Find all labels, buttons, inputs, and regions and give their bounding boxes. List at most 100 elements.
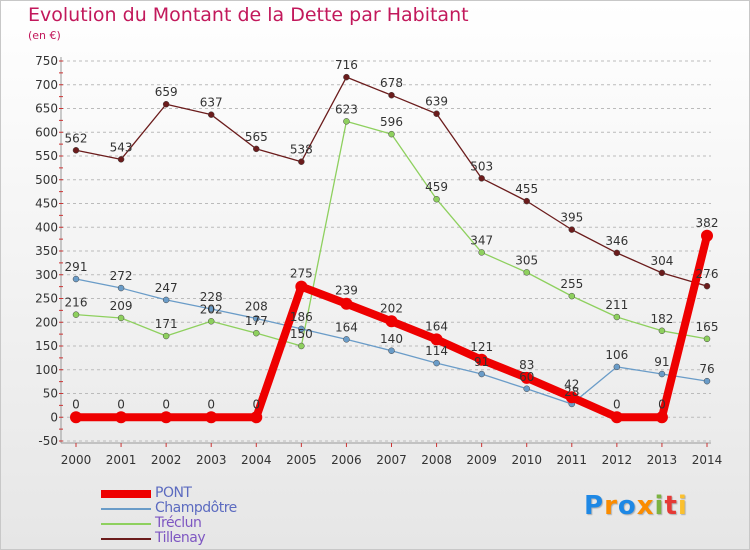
data-label: 202: [200, 302, 223, 316]
x-tick-label: 2001: [106, 453, 137, 467]
data-label: 716: [335, 58, 358, 72]
series-point: [162, 332, 170, 340]
series-point: [388, 347, 395, 354]
series-point: [520, 371, 533, 384]
data-label: 459: [425, 180, 448, 194]
series-point: [298, 325, 305, 333]
data-label: 164: [335, 320, 358, 334]
series-point: [658, 269, 666, 277]
y-tick-label: 0: [50, 410, 58, 424]
x-tick-label: 2004: [241, 453, 272, 467]
data-label: 228: [200, 290, 223, 304]
data-label: 106: [605, 348, 628, 362]
y-tick-label: 200: [35, 315, 58, 329]
series-point: [568, 292, 576, 300]
series-point: [162, 296, 170, 304]
series-point: [613, 249, 621, 257]
data-label: 216: [65, 296, 88, 310]
y-tick-label: 150: [35, 339, 58, 353]
data-label: 150: [290, 327, 313, 341]
series-point: [523, 269, 530, 276]
data-label: 182: [650, 312, 673, 326]
chart-unit: (en €): [28, 29, 61, 42]
series-point: [343, 118, 350, 125]
series-point: [433, 359, 440, 367]
data-label: 76: [699, 362, 714, 376]
data-label: 565: [245, 130, 268, 144]
series-point: [160, 411, 173, 424]
y-tick-label: 300: [35, 268, 58, 282]
y-tick-label: 450: [35, 197, 58, 211]
legend-swatch: [101, 490, 151, 498]
series-point: [295, 280, 308, 293]
series-point: [388, 130, 395, 138]
data-label: 60: [519, 370, 534, 384]
series-point: [72, 147, 80, 154]
x-tick-label: 2013: [647, 453, 678, 467]
data-label: 455: [515, 182, 538, 196]
series-point: [565, 391, 578, 404]
y-tick-label: 600: [35, 125, 58, 139]
legend-label: Champdôtre: [155, 500, 237, 516]
data-label: 91: [474, 355, 489, 369]
y-tick-label: 100: [35, 363, 58, 377]
series-point: [701, 229, 713, 242]
data-label: 247: [155, 281, 178, 295]
legend-label: Tillenay: [155, 530, 206, 546]
y-tick-label: 650: [35, 102, 58, 116]
series-point: [610, 411, 623, 424]
legend-swatch: [101, 523, 151, 525]
series-point: [478, 249, 485, 256]
data-label: 202: [380, 301, 403, 315]
legend-swatch: [101, 538, 151, 540]
data-label: 211: [605, 298, 628, 312]
x-tick-label: 2010: [511, 453, 542, 467]
series-point: [475, 353, 488, 366]
data-label: 276: [696, 267, 719, 281]
series-point: [340, 297, 353, 310]
data-label: 28: [564, 385, 579, 399]
series-point: [703, 282, 711, 290]
data-label: 659: [155, 85, 178, 99]
data-label: 678: [380, 76, 403, 90]
series-point: [703, 377, 711, 385]
series-point: [523, 197, 530, 205]
data-label: 291: [65, 260, 88, 274]
data-label: 395: [560, 211, 583, 225]
x-tick-label: 2008: [421, 453, 452, 467]
data-label: 0: [613, 397, 621, 411]
proxiti-logo: Proxiti: [584, 491, 688, 521]
y-tick-label: 250: [35, 292, 58, 306]
series-point: [433, 110, 440, 117]
series-point: [250, 411, 263, 424]
series-point: [478, 175, 485, 182]
data-label: 114: [425, 344, 448, 358]
series-point: [433, 195, 440, 203]
series-point: [523, 385, 530, 392]
series-point: [298, 342, 305, 350]
data-label: 305: [515, 253, 538, 267]
series-point: [72, 311, 80, 318]
data-label: 0: [72, 397, 80, 411]
series-point: [117, 156, 125, 163]
data-label: 208: [245, 299, 268, 313]
data-label: 42: [564, 377, 579, 391]
series-point: [162, 100, 170, 108]
series-point: [72, 275, 80, 283]
y-tick-label: 500: [35, 173, 58, 187]
x-tick-label: 2002: [151, 453, 182, 467]
series-point: [613, 313, 621, 321]
x-tick-label: 2011: [557, 453, 588, 467]
data-label: 177: [245, 314, 268, 328]
x-tick-label: 2007: [376, 453, 407, 467]
series-point: [703, 335, 711, 343]
series-point: [253, 145, 260, 153]
series-point: [658, 370, 666, 378]
data-label: 543: [110, 140, 133, 154]
data-label: 164: [425, 319, 448, 333]
series-point: [658, 327, 666, 335]
series-point: [70, 411, 82, 424]
legend-swatch: [101, 508, 151, 510]
